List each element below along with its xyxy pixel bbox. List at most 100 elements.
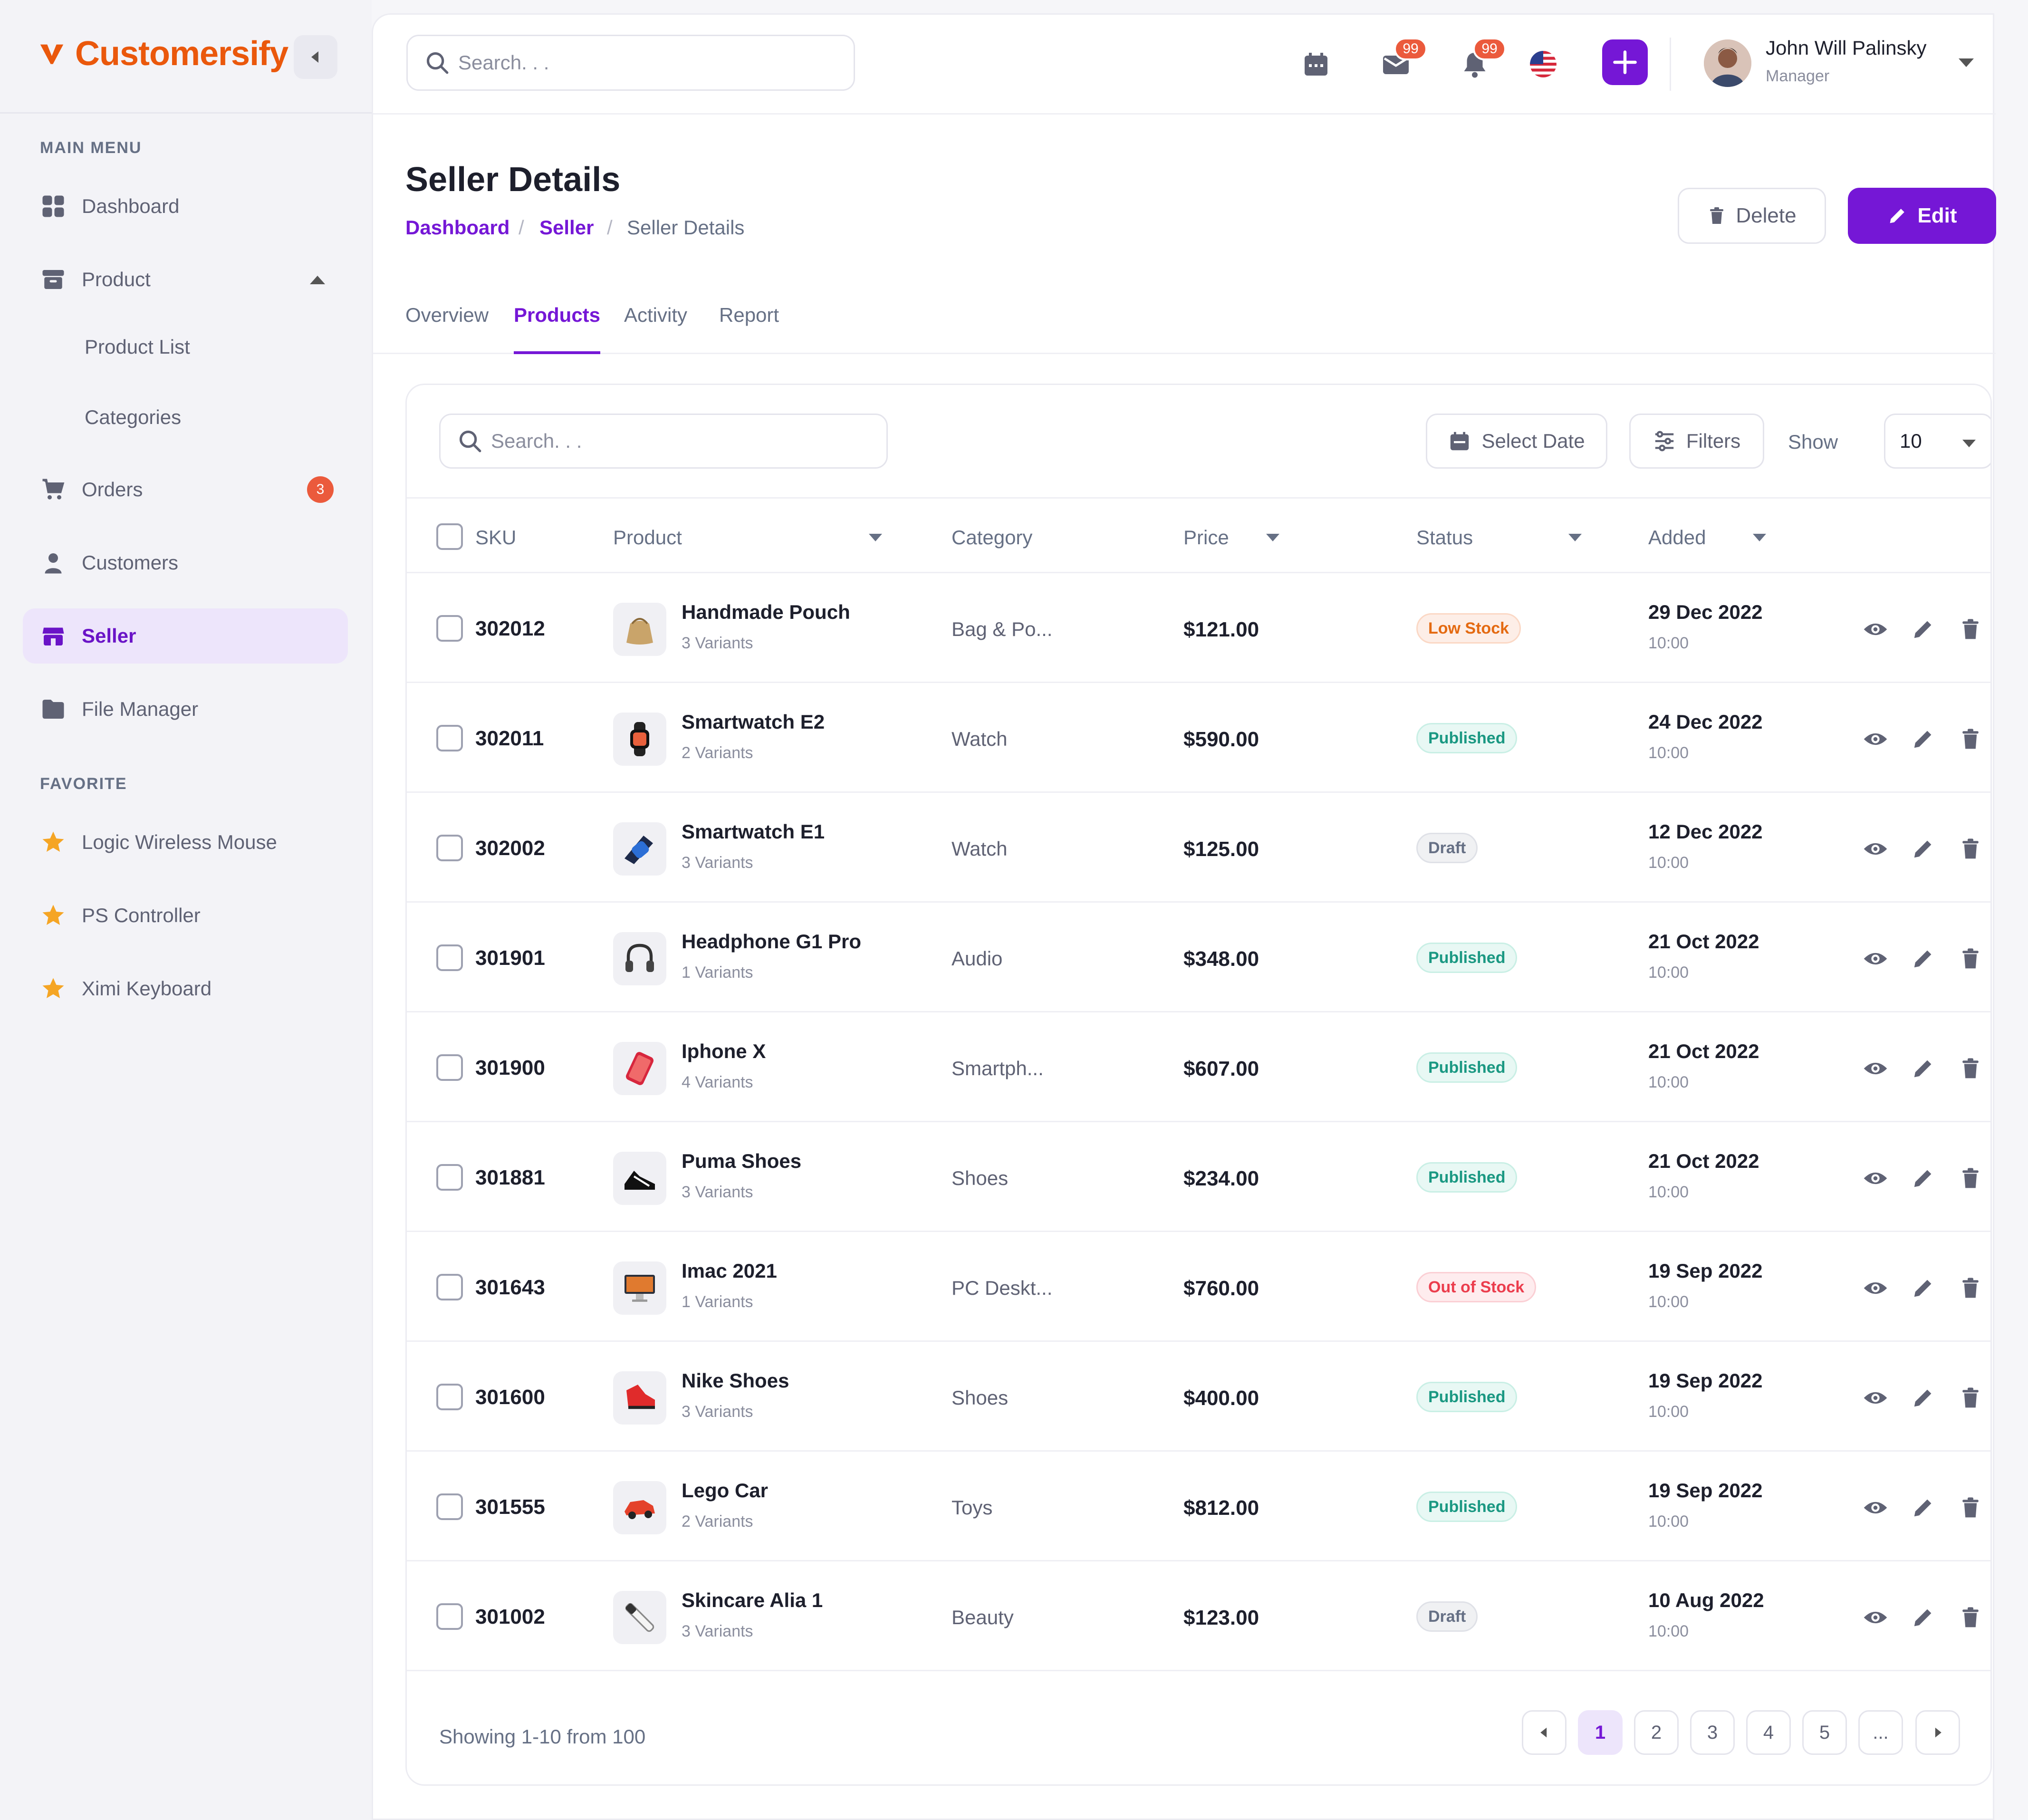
pagination-page-1[interactable]: 1 xyxy=(1578,1710,1623,1755)
edit-row-button[interactable] xyxy=(1910,1275,1936,1301)
tab-report[interactable]: Report xyxy=(719,304,779,326)
row-checkbox[interactable] xyxy=(436,615,463,642)
table-row[interactable]: 302011 Smartwatch E2 2 Variants Watch $590.0… xyxy=(407,683,1990,793)
sidebar-item-product[interactable]: Product xyxy=(23,252,348,307)
edit-row-button[interactable] xyxy=(1910,1385,1936,1411)
product-name[interactable]: Lego Car xyxy=(682,1479,769,1502)
column-category[interactable]: Category xyxy=(952,526,1033,549)
row-checkbox[interactable] xyxy=(436,1054,463,1081)
sort-status-icon[interactable] xyxy=(1568,534,1582,541)
pagination-page-2[interactable]: 2 xyxy=(1634,1710,1679,1755)
language-button[interactable] xyxy=(1524,45,1562,83)
edit-row-button[interactable] xyxy=(1910,1604,1936,1631)
calendar-button[interactable] xyxy=(1297,45,1335,83)
row-checkbox[interactable] xyxy=(436,1164,463,1191)
view-button[interactable] xyxy=(1862,616,1889,643)
delete-row-button[interactable] xyxy=(1957,1275,1984,1301)
pagination-next-button[interactable] xyxy=(1915,1710,1960,1755)
sidebar-subitem-categories[interactable]: Categories xyxy=(85,406,182,428)
mail-button[interactable]: 99 xyxy=(1377,38,1427,83)
chevron-down-icon[interactable] xyxy=(1959,58,1974,67)
sort-product-icon[interactable] xyxy=(869,534,882,541)
pagination-ellipsis[interactable]: ... xyxy=(1858,1710,1903,1755)
product-name[interactable]: Headphone G1 Pro xyxy=(682,930,862,953)
breadcrumb-seller[interactable]: Seller xyxy=(539,216,594,239)
add-new-button[interactable] xyxy=(1602,39,1648,85)
delete-row-button[interactable] xyxy=(1957,1055,1984,1082)
column-added[interactable]: Added xyxy=(1648,526,1706,549)
view-button[interactable] xyxy=(1862,1385,1889,1411)
view-button[interactable] xyxy=(1862,726,1889,752)
table-row[interactable]: 301600 Nike Shoes 3 Variants Shoes $400.00 Pu… xyxy=(407,1342,1990,1452)
page-size-select[interactable]: 10 xyxy=(1884,414,1990,469)
product-name[interactable]: Iphone X xyxy=(682,1040,766,1062)
pagination-prev-button[interactable] xyxy=(1522,1710,1567,1755)
table-row[interactable]: 302002 Smartwatch E1 3 Variants Watch $125.0… xyxy=(407,793,1990,903)
table-row[interactable]: 301901 Headphone G1 Pro 1 Variants Audio $34… xyxy=(407,903,1990,1012)
favorite-item-logic-wireless-mouse[interactable]: Logic Wireless Mouse xyxy=(23,815,348,870)
product-name[interactable]: Handmade Pouch xyxy=(682,601,850,623)
tab-overview[interactable]: Overview xyxy=(405,304,489,326)
view-button[interactable] xyxy=(1862,1275,1889,1301)
sidebar-item-orders[interactable]: Orders 3 xyxy=(23,462,348,517)
delete-row-button[interactable] xyxy=(1957,1385,1984,1411)
notifications-button[interactable]: 99 xyxy=(1456,38,1506,83)
row-checkbox[interactable] xyxy=(436,944,463,971)
product-name[interactable]: Puma Shoes xyxy=(682,1150,802,1172)
table-row[interactable]: 301555 Lego Car 2 Variants Toys $812.00 Publi… xyxy=(407,1452,1990,1561)
select-date-button[interactable]: Select Date xyxy=(1426,414,1607,469)
edit-row-button[interactable] xyxy=(1910,616,1936,643)
tab-products[interactable]: Products xyxy=(514,304,601,354)
sidebar-item-dashboard[interactable]: Dashboard xyxy=(23,179,348,234)
table-row[interactable]: 302012 Handmade Pouch 3 Variants Bag & Po..… xyxy=(407,573,1990,683)
row-checkbox[interactable] xyxy=(436,725,463,751)
select-all-checkbox[interactable] xyxy=(436,523,463,550)
brand-logo[interactable]: Customersify xyxy=(38,34,288,73)
pagination-page-4[interactable]: 4 xyxy=(1746,1710,1791,1755)
view-button[interactable] xyxy=(1862,1494,1889,1521)
view-button[interactable] xyxy=(1862,1165,1889,1192)
view-button[interactable] xyxy=(1862,836,1889,862)
delete-row-button[interactable] xyxy=(1957,1494,1984,1521)
edit-row-button[interactable] xyxy=(1910,836,1936,862)
edit-row-button[interactable] xyxy=(1910,945,1936,972)
edit-row-button[interactable] xyxy=(1910,1055,1936,1082)
sort-added-icon[interactable] xyxy=(1753,534,1766,541)
product-name[interactable]: Nike Shoes xyxy=(682,1369,789,1392)
user-avatar[interactable] xyxy=(1704,39,1751,87)
sidebar-item-file-manager[interactable]: File Manager xyxy=(23,682,348,737)
row-checkbox[interactable] xyxy=(436,1384,463,1410)
product-name[interactable]: Imac 2021 xyxy=(682,1260,777,1282)
table-row[interactable]: 301900 Iphone X 4 Variants Smartph... $607.0… xyxy=(407,1012,1990,1122)
delete-row-button[interactable] xyxy=(1957,1165,1984,1192)
delete-row-button[interactable] xyxy=(1957,1604,1984,1631)
table-row[interactable]: 301002 Skincare Alia 1 3 Variants Beauty $12… xyxy=(407,1561,1990,1671)
edit-button[interactable]: Edit xyxy=(1848,188,1996,244)
favorite-item-ximi-keyboard[interactable]: Ximi Keyboard xyxy=(23,961,348,1016)
delete-row-button[interactable] xyxy=(1957,726,1984,752)
column-product[interactable]: Product xyxy=(613,526,682,549)
product-name[interactable]: Smartwatch E2 xyxy=(682,711,825,733)
delete-row-button[interactable] xyxy=(1957,945,1984,972)
column-sku[interactable]: SKU xyxy=(475,526,517,549)
edit-row-button[interactable] xyxy=(1910,1165,1936,1192)
view-button[interactable] xyxy=(1862,1055,1889,1082)
sort-price-icon[interactable] xyxy=(1266,534,1279,541)
global-search-input[interactable]: Search. . . xyxy=(406,35,855,91)
column-price[interactable]: Price xyxy=(1183,526,1229,549)
column-status[interactable]: Status xyxy=(1416,526,1473,549)
edit-row-button[interactable] xyxy=(1910,726,1936,752)
view-button[interactable] xyxy=(1862,945,1889,972)
favorite-item-ps-controller[interactable]: PS Controller xyxy=(23,888,348,943)
row-checkbox[interactable] xyxy=(436,1603,463,1630)
row-checkbox[interactable] xyxy=(436,1493,463,1520)
product-name[interactable]: Skincare Alia 1 xyxy=(682,1589,823,1611)
table-row[interactable]: 301881 Puma Shoes 3 Variants Shoes $234.00 Pu… xyxy=(407,1122,1990,1232)
filters-button[interactable]: Filters xyxy=(1629,414,1764,469)
sidebar-subitem-product-list[interactable]: Product List xyxy=(85,336,190,358)
pagination-page-3[interactable]: 3 xyxy=(1690,1710,1735,1755)
sidebar-item-seller[interactable]: Seller xyxy=(23,608,348,664)
sidebar-collapse-button[interactable] xyxy=(294,35,337,79)
table-search-input[interactable]: Search. . . xyxy=(439,414,888,469)
tab-activity[interactable]: Activity xyxy=(624,304,688,326)
